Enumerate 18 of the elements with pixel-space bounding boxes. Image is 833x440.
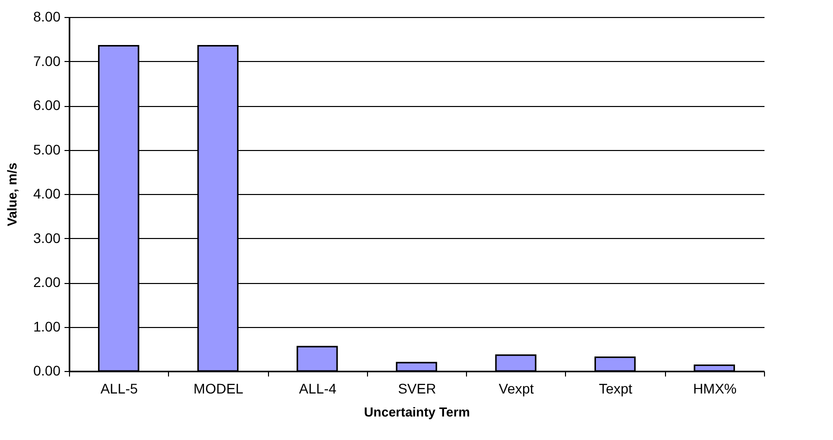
y-tick-label: 0.00 (33, 362, 61, 378)
x-axis-title: Uncertainty Term (364, 404, 470, 420)
x-tick-label: Vexpt (498, 380, 534, 396)
y-axis-title: Value, m/s (4, 162, 20, 226)
y-tick-label: 4.00 (33, 186, 61, 202)
y-tick-label: 2.00 (33, 274, 61, 290)
y-tick-label: 5.00 (33, 141, 61, 158)
x-tick-label: SVER (398, 380, 436, 396)
y-tick-label: 1.00 (33, 318, 61, 334)
x-tick-label: MODEL (194, 380, 244, 396)
x-tick-label: ALL-5 (100, 380, 138, 396)
y-tick-label: 6.00 (33, 97, 61, 113)
x-tick-label: ALL-4 (299, 380, 337, 396)
y-tick-label: 7.00 (33, 52, 61, 69)
y-tick-label: 3.00 (33, 230, 61, 246)
y-tick-label: 8.00 (33, 8, 61, 24)
x-tick-label: Texpt (598, 380, 632, 396)
x-tick-label: HMX% (693, 380, 737, 396)
